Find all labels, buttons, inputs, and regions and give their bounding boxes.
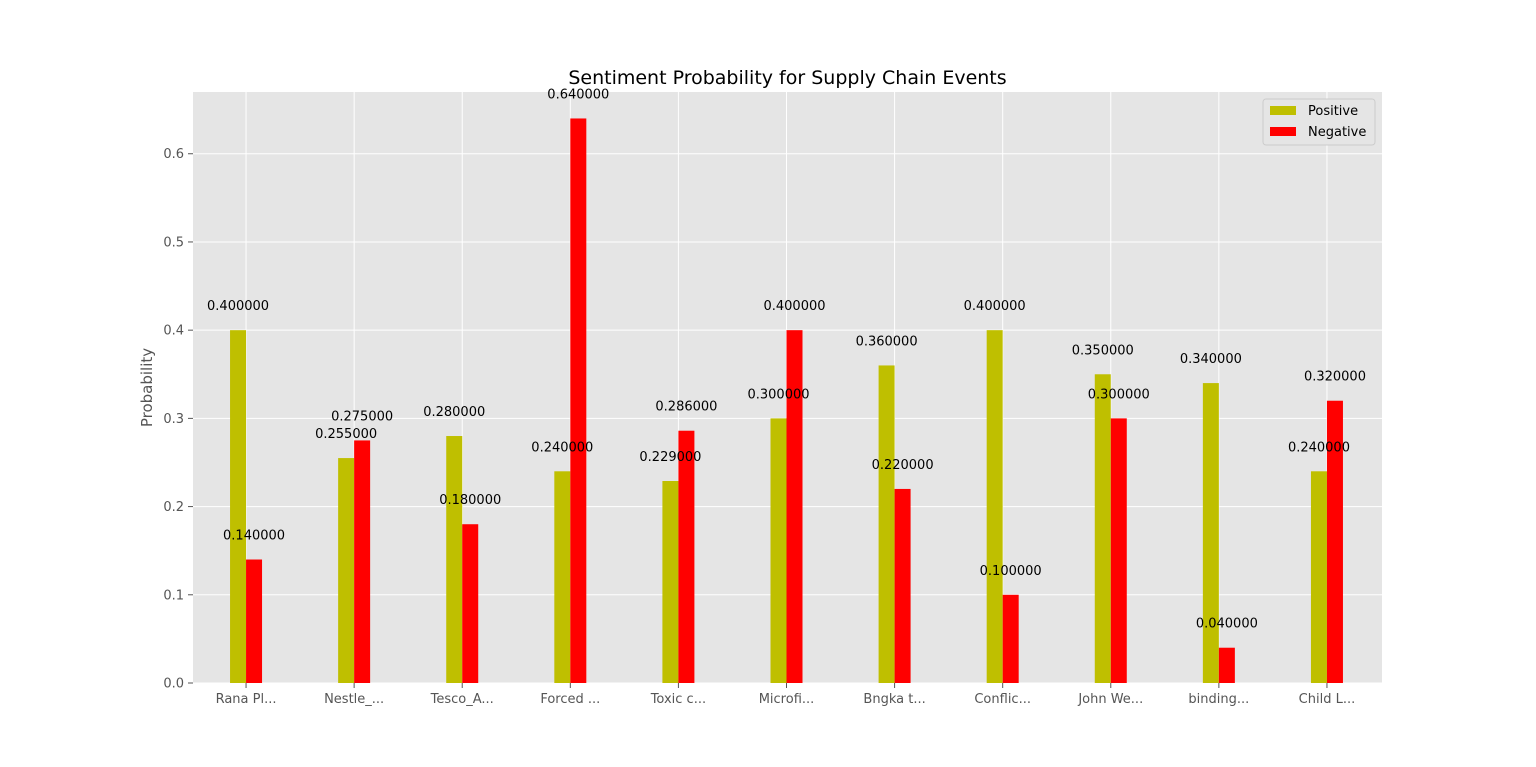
positive-bar [338, 458, 355, 683]
negative-bar [1002, 594, 1019, 683]
x-tick-label: John We... [1077, 692, 1143, 707]
data-label: 0.220000 [872, 458, 934, 473]
data-label: 0.300000 [1088, 387, 1150, 402]
legend-label: Positive [1308, 104, 1358, 119]
y-tick-label: 0.6 [163, 147, 184, 162]
positive-bar [1310, 471, 1327, 683]
x-tick-label: Bngka t... [863, 692, 925, 707]
positive-bar [878, 365, 895, 683]
bars [230, 118, 1343, 683]
positive-bar [446, 436, 463, 683]
chart-title: Sentiment Probability for Supply Chain E… [568, 67, 1006, 89]
x-tick-label: Tesco_A... [430, 692, 494, 707]
negative-bar [246, 559, 263, 683]
positive-bar [662, 481, 679, 683]
data-label: 0.286000 [655, 400, 717, 415]
x-tick-label: Toxic c... [650, 692, 706, 707]
x-tick-labels: Rana Pl... Nestle_... Tesco_A... Forced ...… [216, 692, 1356, 707]
x-tick-label: Child L... [1299, 692, 1356, 707]
negative-bar [1326, 400, 1343, 683]
negative-bar [354, 440, 371, 683]
data-label: 0.240000 [1288, 440, 1350, 455]
legend-swatch [1270, 127, 1296, 136]
x-tick-label: Rana Pl... [216, 692, 277, 707]
x-tick-label: Forced ... [540, 692, 600, 707]
data-label: 0.280000 [423, 405, 485, 420]
data-label: 0.255000 [315, 427, 377, 442]
y-tick-label: 0.3 [163, 412, 184, 427]
data-label: 0.400000 [763, 299, 825, 314]
y-tick-labels: 0.0 0.1 0.2 0.3 0.4 0.5 0.6 [163, 147, 1328, 692]
negative-bar [462, 524, 479, 683]
data-label: 0.180000 [439, 493, 501, 508]
data-label: 0.240000 [531, 440, 593, 455]
data-label: 0.100000 [980, 564, 1042, 579]
data-label: 0.350000 [1072, 343, 1134, 358]
negative-bar [678, 430, 695, 683]
positive-bar [554, 471, 571, 683]
data-label: 0.140000 [223, 529, 285, 544]
y-tick-label: 0.2 [163, 500, 184, 515]
legend-swatch [1270, 106, 1296, 115]
data-label: 0.229000 [639, 450, 701, 465]
x-tick-label: Nestle_... [324, 692, 384, 707]
positive-bar [986, 330, 1003, 683]
data-label: 0.640000 [547, 87, 609, 102]
data-label: 0.360000 [856, 334, 918, 349]
y-tick-label: 0.4 [163, 324, 184, 339]
positive-bar [1202, 383, 1219, 683]
negative-bar [894, 488, 911, 683]
data-label: 0.400000 [207, 299, 269, 314]
data-label: 0.300000 [747, 387, 809, 402]
legend-label: Negative [1308, 125, 1366, 140]
data-label: 0.040000 [1196, 617, 1258, 632]
data-labels: 0.400000 0.255000 0.280000 0.240000 0.229000… [207, 87, 1366, 631]
x-tick-label: Microfi... [759, 692, 815, 707]
x-tick-label: Conflic... [974, 692, 1031, 707]
legend: Positive Negative [1262, 98, 1376, 146]
x-tick-label: binding... [1188, 692, 1249, 707]
data-label: 0.400000 [964, 299, 1026, 314]
negative-bar [1218, 647, 1235, 683]
positive-bar [1094, 374, 1111, 683]
negative-bar [786, 330, 803, 683]
y-tick-label: 0.5 [163, 235, 184, 250]
data-label: 0.275000 [331, 409, 393, 424]
data-label: 0.340000 [1180, 352, 1242, 367]
positive-bar [770, 418, 787, 683]
y-tick-label: 0.1 [163, 588, 184, 603]
y-tick-label: 0.0 [163, 677, 184, 692]
data-label: 0.320000 [1304, 370, 1366, 385]
negative-bar [1110, 418, 1127, 683]
negative-bar [570, 118, 587, 683]
y-axis-label: Probability [138, 348, 156, 427]
positive-bar [230, 330, 247, 683]
